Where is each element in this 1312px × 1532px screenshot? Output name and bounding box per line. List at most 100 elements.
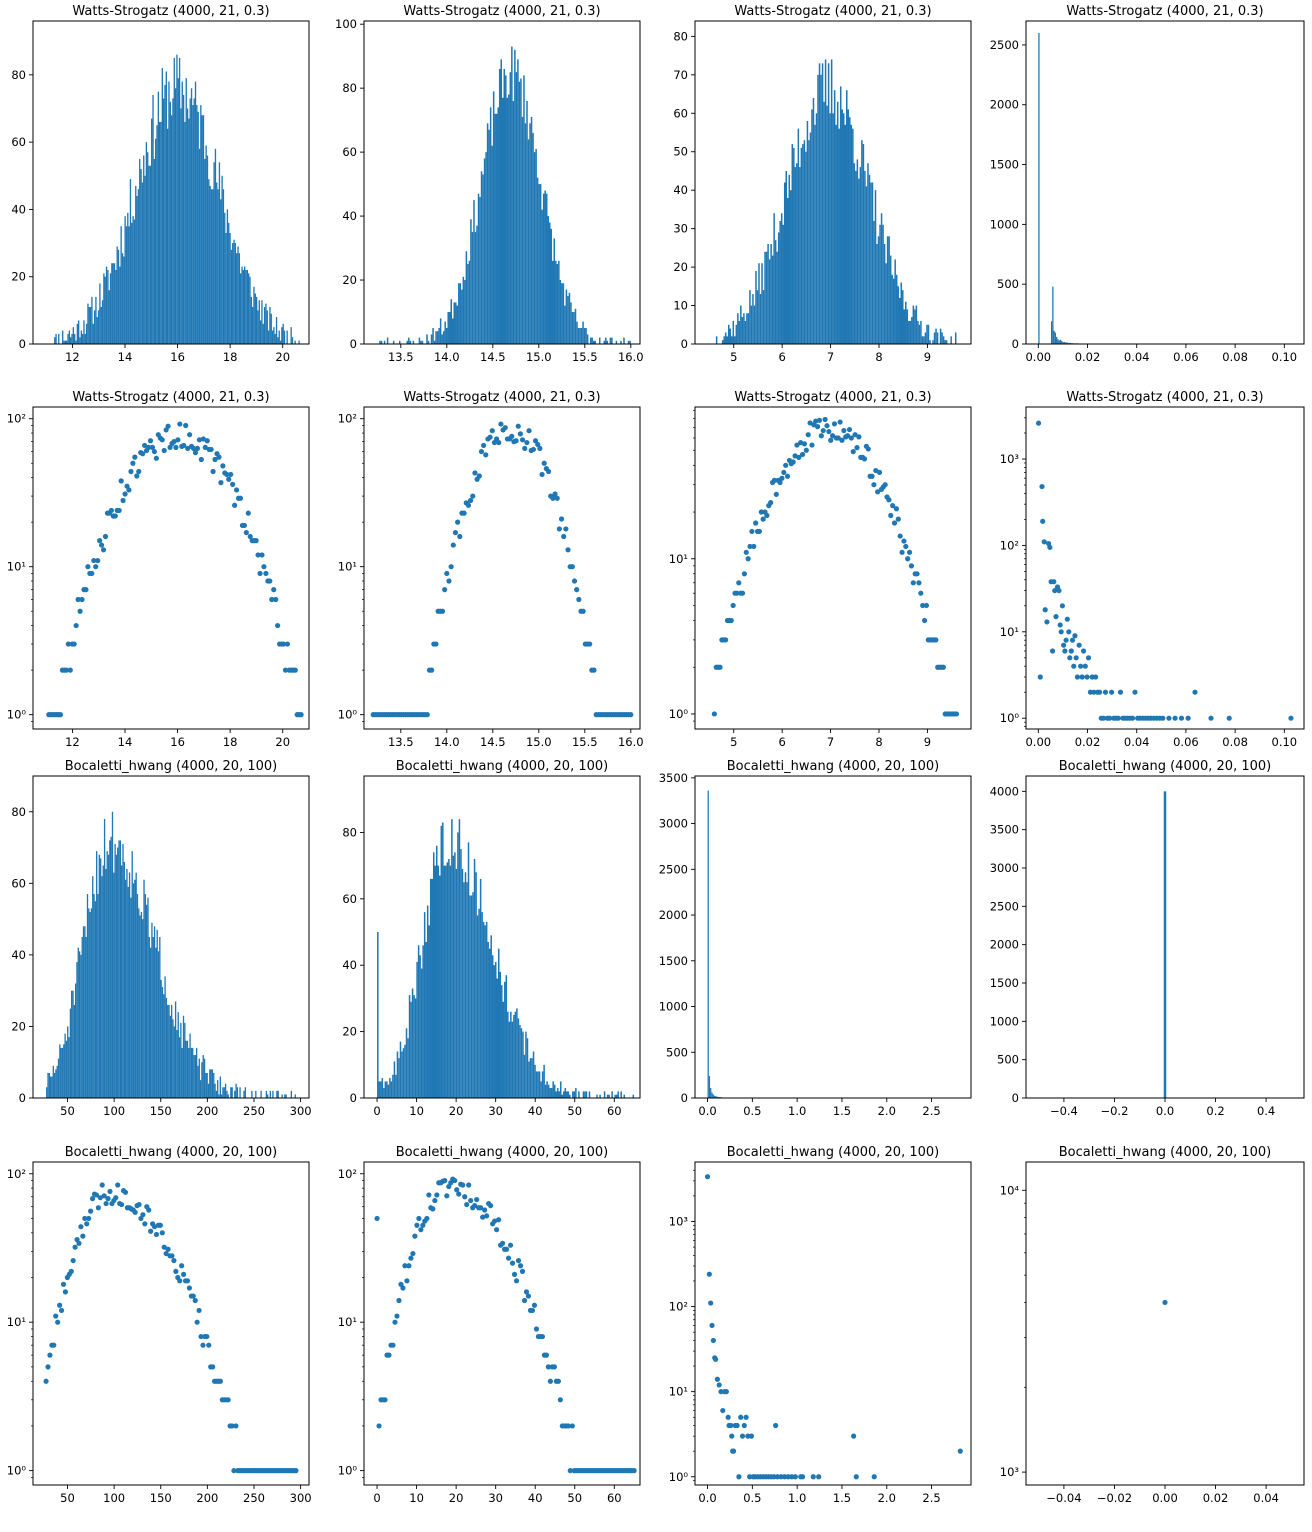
- histogram-bar: [69, 1008, 72, 1098]
- histogram-bar: [864, 170, 866, 344]
- scatter-point: [533, 1326, 540, 1332]
- x-tick-label: 0.06: [1173, 350, 1199, 364]
- scatter-point: [442, 587, 448, 593]
- scatter-point: [196, 1307, 202, 1314]
- scatter-point: [439, 608, 446, 614]
- y-tick-label: 10¹: [338, 560, 357, 574]
- histogram-bar: [272, 1090, 274, 1098]
- histogram-bar: [744, 320, 747, 344]
- histogram-bar: [576, 321, 578, 344]
- scatter-point: [140, 1212, 146, 1218]
- scatter-point: [565, 547, 571, 553]
- y-tick-label: 10⁰: [669, 1470, 689, 1484]
- x-tick-label: 15.5: [572, 350, 598, 364]
- x-tick-label: 14: [118, 350, 133, 364]
- scatter-point: [810, 1474, 816, 1480]
- scatter-point: [903, 543, 909, 550]
- histogram-bar: [152, 937, 154, 1098]
- histogram-bar: [750, 305, 753, 344]
- subplot-4: 0.00 0.02 0.04 0.06 0.08 0.10 0 500 1000 1500 2000…: [990, 4, 1305, 364]
- histogram-bar: [582, 321, 584, 344]
- scatter-point: [194, 445, 201, 452]
- histogram-bar: [573, 312, 575, 344]
- scatter-point: [488, 1203, 494, 1209]
- histogram-bar: [432, 328, 434, 344]
- scatter-point: [216, 454, 222, 460]
- scatter-point: [509, 1260, 516, 1266]
- scatter-point: [229, 1423, 235, 1429]
- histogram-bar: [126, 869, 128, 1098]
- histogram-bar: [459, 283, 462, 344]
- scatter-point: [99, 1182, 105, 1188]
- histogram-bar: [918, 324, 921, 344]
- histogram-bar: [829, 113, 831, 344]
- x-tick-label: 100: [103, 1491, 125, 1505]
- y-tick-label: 0: [1012, 337, 1019, 351]
- histogram-bar: [1067, 342, 1069, 344]
- histogram-bar: [431, 878, 433, 1098]
- scatter-point: [231, 1468, 237, 1474]
- scatter-point: [923, 602, 930, 609]
- histogram-bar: [221, 175, 223, 344]
- scatter-point: [454, 1187, 460, 1193]
- subplot-5: 12 14 16 18 20 10⁰ 10¹ 10² Watts-Strogatz (4000,…: [7, 390, 310, 749]
- x-tick-label: 20: [275, 350, 290, 364]
- histogram-bar: [176, 1030, 178, 1098]
- scatter-point: [1037, 674, 1043, 680]
- histogram-bar: [277, 1090, 279, 1098]
- histogram-bar: [548, 222, 551, 344]
- scatter-point: [446, 1183, 452, 1190]
- histogram-bar: [204, 158, 206, 344]
- scatter-point: [408, 1255, 414, 1261]
- histogram-bar: [759, 294, 762, 344]
- histogram-bar: [240, 273, 242, 344]
- histogram-bar: [92, 876, 94, 1098]
- histogram-bar: [891, 274, 893, 344]
- subplot-13: 50 100 150 200 250 300 10⁰ 10¹ 10² Bocaletti_hwan…: [7, 1145, 312, 1505]
- histogram-bar: [567, 296, 569, 344]
- histogram-bar: [433, 340, 436, 344]
- y-tick-label: 10³: [669, 1214, 689, 1228]
- scatter-point: [280, 641, 287, 647]
- histogram-bar: [77, 947, 79, 1098]
- scatter-point: [165, 1246, 171, 1252]
- histogram-bar: [219, 1076, 221, 1098]
- histogram-bar: [121, 865, 123, 1098]
- scatter-point: [173, 444, 179, 450]
- scatter-point: [89, 570, 95, 577]
- scatter-point: [404, 1278, 410, 1284]
- histogram-bar: [223, 1087, 225, 1098]
- histogram-bar: [437, 865, 440, 1098]
- histogram-bar: [823, 101, 825, 344]
- scatter-point: [67, 667, 73, 673]
- scatter-point: [554, 495, 560, 501]
- histogram-bar: [64, 340, 67, 344]
- histogram-bar: [412, 340, 415, 344]
- histogram-bar: [92, 323, 94, 344]
- scatter-point: [850, 449, 856, 455]
- histogram-bar: [833, 90, 836, 344]
- histogram-bar: [1052, 286, 1054, 344]
- histogram-bar: [483, 158, 486, 344]
- subplot-11: 0.0 0.5 1.0 1.5 2.0 2.5 0 500 1000 1500 2000 2500 30…: [659, 759, 972, 1118]
- histogram-bar: [271, 330, 274, 344]
- y-tick-label: 4000: [990, 784, 1019, 798]
- histogram-bar: [198, 148, 201, 344]
- histogram-bar: [614, 1094, 616, 1098]
- histogram-bar: [181, 1047, 183, 1098]
- y-tick-label: 30: [673, 222, 688, 236]
- histogram-bar: [941, 332, 943, 344]
- histogram-bar: [458, 819, 461, 1098]
- histogram-bar: [589, 337, 592, 344]
- histogram-bar: [133, 219, 136, 344]
- histogram-bar: [132, 883, 135, 1098]
- y-tick-label: 10⁰: [7, 1464, 27, 1478]
- scatter-point: [729, 1433, 735, 1439]
- histogram-bar: [136, 195, 138, 344]
- histogram-bar: [432, 852, 435, 1098]
- histogram-bar: [269, 306, 271, 344]
- histogram-bar: [805, 151, 807, 344]
- x-tick-label: 50: [567, 1104, 582, 1118]
- scatter-point: [569, 1423, 575, 1429]
- y-tick-label: 10²: [7, 412, 26, 426]
